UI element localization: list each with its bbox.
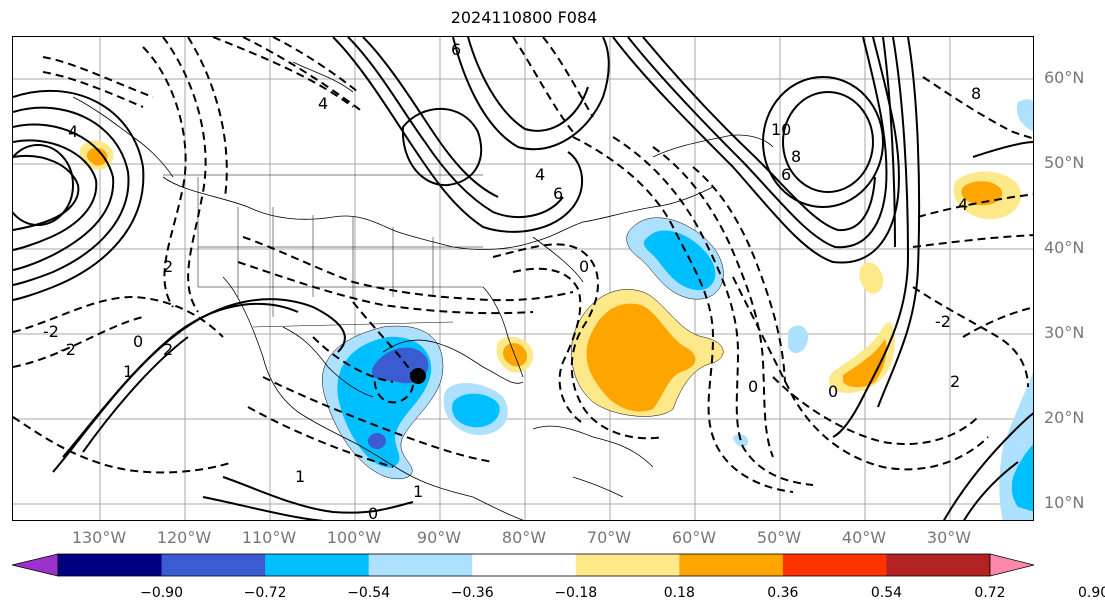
lon-label: 100°W xyxy=(326,528,382,547)
colorbar-segment xyxy=(265,554,370,576)
contour-label: 0 xyxy=(828,382,838,401)
colorbar-segment xyxy=(782,554,887,576)
contour-label: 0 xyxy=(368,504,378,521)
colorbar-segment xyxy=(368,554,473,576)
contour-label: 0 xyxy=(748,377,758,396)
lat-label: 60°N xyxy=(1044,68,1085,87)
lon-label: 50°W xyxy=(756,528,802,547)
contour-label: -2 xyxy=(43,322,59,341)
map-panel: -2 -2 -2 0 0 0 0 0 1 1 1 2 2 2 4 4 4 4 6… xyxy=(12,36,1034,521)
lon-label: 40°W xyxy=(841,528,887,547)
colorbar-tick-label: −0.72 xyxy=(243,585,287,601)
colorbar-tick-label: 0.90 xyxy=(1077,585,1105,601)
contour-label: 8 xyxy=(971,84,981,103)
colorbar-segment xyxy=(161,554,266,576)
contour-labels: -2 -2 -2 0 0 0 0 0 1 1 1 2 2 2 4 4 4 4 6… xyxy=(43,40,981,521)
contour-label: 4 xyxy=(318,94,328,113)
colorbar-extend-high xyxy=(989,553,1035,577)
lat-label: 20°N xyxy=(1044,408,1085,427)
colorbar-tick-label: 0.18 xyxy=(663,585,695,601)
colorbar-segments xyxy=(11,553,1035,577)
contour-label: 1 xyxy=(123,362,133,381)
colorbar-tick-label: 0.72 xyxy=(974,585,1006,601)
shading-negative xyxy=(322,99,1033,520)
contour-label: 8 xyxy=(791,147,801,166)
colorbar xyxy=(11,553,1035,577)
contour-label: 0 xyxy=(579,257,589,276)
colorbar-tick-label: −0.18 xyxy=(554,585,598,601)
coastlines xyxy=(72,61,774,520)
colorbar-segment xyxy=(679,554,784,576)
lat-label: 30°N xyxy=(1044,323,1085,342)
lon-label: 130°W xyxy=(71,528,127,547)
contour-label: 6 xyxy=(451,40,461,59)
lon-label: 80°W xyxy=(501,528,547,547)
colorbar-tick-label: −0.36 xyxy=(450,585,494,601)
colorbar-segment xyxy=(472,554,577,576)
contour-label: 1 xyxy=(295,467,305,486)
contours-negative xyxy=(13,37,1033,493)
contour-label: 0 xyxy=(133,332,143,351)
contour-label: -2 xyxy=(60,340,76,359)
storm-center-marker xyxy=(410,368,426,384)
political-boundaries xyxy=(163,174,483,328)
lon-label: 90°W xyxy=(416,528,462,547)
colorbar-segment xyxy=(58,554,163,576)
lat-label: 40°N xyxy=(1044,238,1085,257)
contours-positive xyxy=(13,37,1033,520)
contour-label: 10 xyxy=(771,120,791,139)
colorbar-tick-label: −0.90 xyxy=(140,585,183,601)
lat-label: 10°N xyxy=(1044,493,1085,512)
colorbar-tick-label: 0.54 xyxy=(870,585,903,601)
contour-label: 6 xyxy=(781,165,791,184)
contour-label: 2 xyxy=(163,257,173,276)
colorbar-tick-label: 0.36 xyxy=(767,585,799,601)
contour-label: 4 xyxy=(535,165,545,184)
map-svg: -2 -2 -2 0 0 0 0 0 1 1 1 2 2 2 4 4 4 4 6… xyxy=(13,37,1033,521)
map-title: 2024110800 F084 xyxy=(450,8,598,27)
contour-label: 4 xyxy=(958,195,968,214)
shading-positive xyxy=(79,140,1022,417)
contour-label: 6 xyxy=(553,184,563,203)
contour-label: 1 xyxy=(413,482,423,501)
colorbar-segment xyxy=(886,554,991,576)
lon-label: 60°W xyxy=(671,528,717,547)
contour-label: 4 xyxy=(68,122,78,141)
colorbar-extend-low xyxy=(11,553,59,577)
lon-label: 70°W xyxy=(586,528,632,547)
contour-label: 2 xyxy=(950,372,960,391)
contour-label: -2 xyxy=(935,312,951,331)
lon-label: 110°W xyxy=(241,528,297,547)
lat-label: 50°N xyxy=(1044,153,1085,172)
contour-label: 2 xyxy=(163,340,173,359)
colorbar-tick-label: −0.54 xyxy=(347,585,391,601)
lon-label: 120°W xyxy=(156,528,212,547)
colorbar-segment xyxy=(575,554,680,576)
lon-label: 30°W xyxy=(926,528,972,547)
